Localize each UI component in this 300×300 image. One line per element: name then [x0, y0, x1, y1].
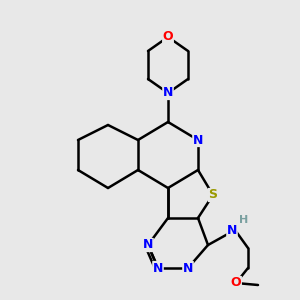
Text: N: N — [153, 262, 163, 275]
Text: S: S — [208, 188, 217, 202]
Text: N: N — [183, 262, 193, 275]
Text: N: N — [143, 238, 153, 251]
Text: H: H — [239, 215, 249, 225]
Text: N: N — [163, 86, 173, 100]
Text: O: O — [231, 277, 241, 290]
Text: O: O — [163, 31, 173, 44]
Text: N: N — [227, 224, 237, 236]
Text: N: N — [193, 134, 203, 146]
